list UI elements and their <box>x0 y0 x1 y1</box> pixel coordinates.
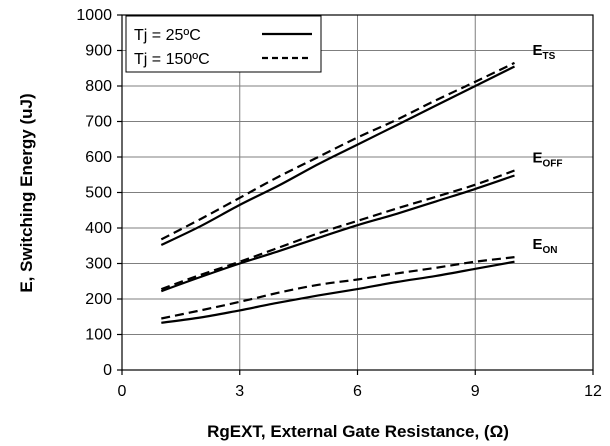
x-tick-label: 6 <box>353 383 362 400</box>
series-label-e-off: EOFF <box>533 149 563 169</box>
y-tick-label: 200 <box>85 291 112 308</box>
x-tick-label: 12 <box>584 383 602 400</box>
legend: Tj = 25ºC Tj = 150ºC <box>125 15 322 73</box>
y-tick-label: 1000 <box>76 7 112 24</box>
y-axis-title: E, Switching Energy (uJ) <box>17 93 36 292</box>
y-tick-label: 300 <box>85 256 112 273</box>
curves <box>160 61 515 324</box>
x-axis-title: RgEXT, External Gate Resistance, (Ω) <box>207 422 509 441</box>
y-tick-label: 100 <box>85 327 112 344</box>
y-tick-label: 400 <box>85 220 112 237</box>
y-tick-label: 500 <box>85 185 112 202</box>
axis-ticks: 0 3 6 9 12 0 100 200 300 400 500 600 700 800 900 1000 <box>76 7 602 400</box>
x-tick-label: 9 <box>471 383 480 400</box>
curve-ts-150c <box>160 61 515 241</box>
series-label-main: E <box>533 149 543 166</box>
legend-box <box>125 15 322 73</box>
y-tick-label: 600 <box>85 149 112 166</box>
series-label-e-on: EON <box>533 236 558 256</box>
series-label-subscript: ON <box>543 245 558 256</box>
x-tick-label: 0 <box>118 383 127 400</box>
curve-off-25c <box>160 174 515 293</box>
legend-label-150c: Tj = 150ºC <box>134 51 210 68</box>
y-tick-label: 800 <box>85 78 112 95</box>
series-label-subscript: OFF <box>543 158 563 169</box>
series-label-e-ts: ETS <box>533 42 556 62</box>
series-label-main: E <box>533 42 543 59</box>
curve-on-150c <box>161 256 515 320</box>
curve-off-150c <box>160 169 515 291</box>
y-tick-label: 0 <box>103 362 112 379</box>
y-tick-label: 700 <box>85 114 112 131</box>
curve-on-25c <box>161 260 515 324</box>
y-tick-label: 900 <box>85 43 112 60</box>
legend-label-25c: Tj = 25ºC <box>134 27 201 44</box>
x-tick-label: 3 <box>235 383 244 400</box>
curve-ts-25c <box>160 65 515 246</box>
series-label-subscript: TS <box>543 51 556 62</box>
series-label-main: E <box>533 236 543 253</box>
